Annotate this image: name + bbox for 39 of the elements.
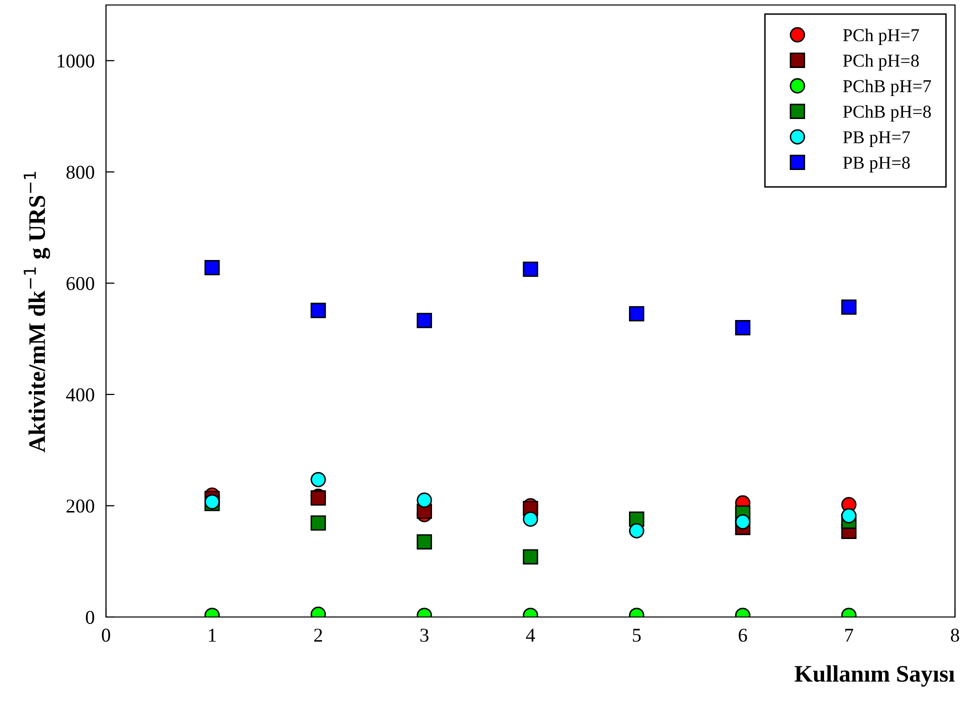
y-axis-title: Aktivite/mM dk$^{−1}$ g URS$^{−1}$ (24, 172, 50, 452)
point (416, 312, 432, 328)
point (735, 320, 750, 336)
legend-label: PChB pH=8 (843, 105, 931, 122)
point (522, 511, 538, 527)
y-tick-label: 400 (66, 388, 94, 402)
x-tick-label: 0 (102, 628, 110, 642)
point (522, 262, 538, 277)
point (628, 306, 644, 322)
point (841, 508, 857, 524)
x-tick-label: 1 (208, 628, 216, 642)
point (310, 515, 326, 531)
point (522, 549, 538, 565)
y-tick-label: 600 (66, 277, 94, 290)
x-tick-label: 3 (420, 628, 428, 642)
point (310, 302, 326, 318)
point (310, 472, 326, 488)
x-tick-label: 7 (845, 628, 854, 642)
point (841, 299, 857, 315)
legend-label: PCh pH=8 (843, 54, 919, 70)
legend-label: PCh pH=7 (843, 28, 919, 45)
x-tick-label: 6 (738, 628, 748, 642)
y-tick-label: 1000 (58, 54, 94, 68)
x-tick-label: 4 (526, 628, 536, 642)
point (416, 534, 432, 550)
point (416, 492, 432, 508)
point (204, 260, 220, 276)
x-tick-label: 2 (314, 628, 322, 642)
point (735, 514, 750, 530)
legend-label: PB pH=8 (843, 156, 910, 173)
x-tick-label: 5 (632, 628, 641, 642)
x-axis-title: Kullanım Sayısı (794, 665, 955, 687)
point (628, 523, 644, 538)
legend-label: PB pH=7 (843, 131, 910, 148)
legend-label: PChB pH=7 (843, 80, 932, 96)
x-tick-label: 8 (950, 628, 960, 642)
y-tick-label: 200 (66, 500, 94, 513)
y-tick-label: 0 (86, 610, 94, 624)
y-tick-label: 800 (66, 166, 94, 179)
